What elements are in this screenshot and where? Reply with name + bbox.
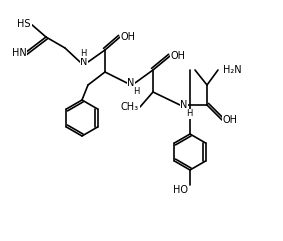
Text: H: H — [186, 109, 192, 119]
Text: HO: HO — [173, 185, 188, 195]
Text: CH₃: CH₃ — [121, 102, 139, 112]
Text: OH: OH — [121, 32, 136, 42]
Text: N: N — [127, 78, 135, 88]
Text: H: H — [80, 48, 86, 58]
Text: HN: HN — [12, 48, 26, 58]
Text: H: H — [133, 87, 139, 96]
Text: N: N — [80, 57, 88, 67]
Text: OH: OH — [170, 51, 185, 61]
Text: H₂N: H₂N — [223, 65, 241, 75]
Text: N: N — [180, 100, 188, 110]
Text: HS: HS — [17, 19, 31, 29]
Text: OH: OH — [222, 115, 237, 125]
